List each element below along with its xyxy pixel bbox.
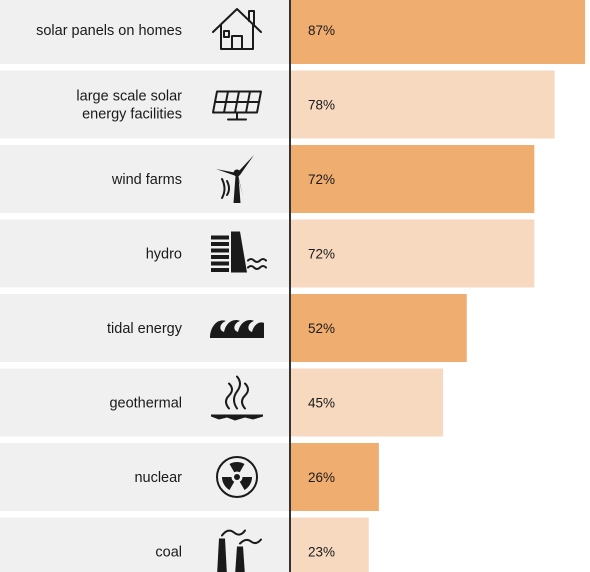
row-background (0, 443, 290, 511)
category-label: coal (155, 545, 182, 561)
data-label: 72% (308, 172, 335, 187)
data-label: 45% (308, 396, 335, 411)
bar (291, 368, 444, 437)
house-icon (212, 8, 262, 50)
data-label: 26% (308, 470, 335, 485)
solar-panel-icon (212, 90, 262, 121)
wind-turbine-icon (216, 155, 254, 203)
bar (291, 219, 535, 288)
row-background (0, 0, 290, 64)
bars: 87% 78% 72% 72% 52% 45% 26% 23% (291, 0, 586, 572)
data-label: 52% (308, 321, 335, 336)
row-background (0, 145, 290, 213)
data-label: 87% (308, 23, 335, 38)
data-label: 72% (308, 247, 335, 262)
category-label: nuclear (134, 470, 182, 486)
bar (291, 517, 369, 572)
category-label: hydro (146, 247, 182, 263)
data-label: 23% (308, 545, 335, 560)
bar (291, 145, 535, 213)
wave-icon (210, 320, 264, 338)
row-background (0, 517, 290, 572)
bar (291, 443, 379, 511)
row-background (0, 70, 290, 139)
geothermal-steam-icon (211, 375, 263, 421)
data-label: 78% (308, 98, 335, 113)
category-label: tidal energy (107, 321, 183, 337)
hydro-dam-icon (211, 231, 267, 273)
category-label: solar panels on homes (36, 23, 182, 39)
category-label: energy facilities (82, 107, 182, 123)
radiation-icon (216, 456, 258, 498)
factory-chimney-icon (217, 529, 262, 572)
bar (291, 294, 467, 362)
bar (291, 70, 555, 139)
bar (291, 0, 586, 64)
category-label: large scale solar (76, 89, 182, 105)
category-label: geothermal (109, 396, 182, 412)
category-label: wind farms (111, 172, 182, 188)
category-icons (210, 8, 267, 572)
